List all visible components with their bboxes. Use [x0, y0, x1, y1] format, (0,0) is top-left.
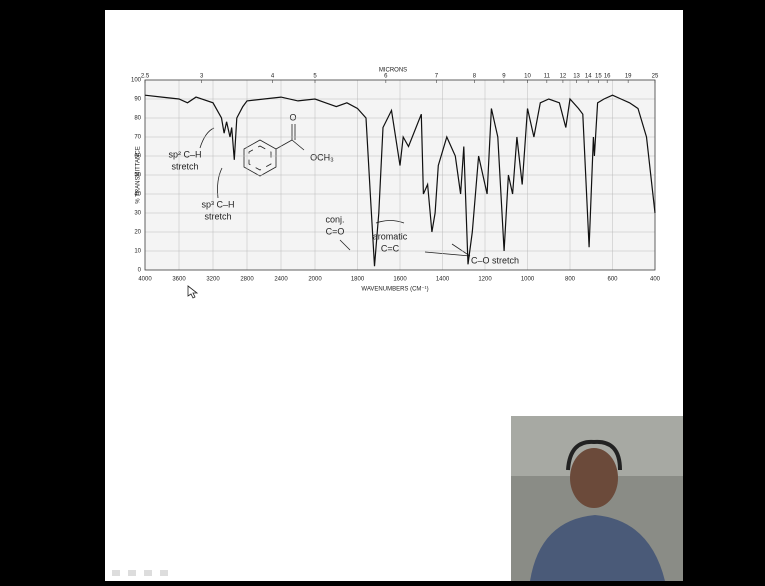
screen: MICRONS WAVENUMBERS (CM⁻¹) % TRANSMITTAN…: [0, 0, 765, 581]
x2-tick-label: 25: [652, 74, 659, 80]
y-tick-label: 60: [134, 154, 141, 160]
annotation: C–O stretch: [471, 255, 519, 265]
tool-icon[interactable]: [144, 570, 152, 576]
x-tick-label: 1400: [436, 277, 450, 283]
x-tick-label: 2000: [308, 277, 322, 283]
x-tick-label: 3600: [172, 277, 186, 283]
structure-label: OCH₃: [310, 152, 334, 162]
x2-tick-label: 16: [604, 74, 611, 80]
x2-label: MICRONS: [379, 68, 407, 74]
annotation: sp² C–H: [168, 149, 201, 159]
y-tick-label: 10: [134, 249, 141, 255]
y-tick-label: 40: [134, 192, 141, 198]
x-tick-label: 1600: [393, 277, 407, 283]
x-tick-label: 4000: [138, 277, 152, 283]
x-tick-label: 1000: [521, 277, 535, 283]
x-label: WAVENUMBERS (CM⁻¹): [361, 287, 428, 293]
annotation: aromatic: [373, 231, 408, 241]
x-tick-label: 1200: [478, 277, 492, 283]
x2-tick-label: 11: [544, 74, 551, 80]
y-tick-label: 70: [134, 135, 141, 141]
annotation: C=C: [381, 243, 400, 253]
x-tick-label: 800: [565, 277, 576, 283]
annotation: stretch: [171, 161, 198, 171]
x2-tick-label: 10: [524, 74, 531, 80]
tool-icon[interactable]: [112, 570, 120, 576]
y-tick-label: 30: [134, 211, 141, 217]
x2-tick-label: 12: [560, 74, 567, 80]
face: [570, 448, 618, 508]
structure-label: O: [289, 112, 296, 122]
tool-icon[interactable]: [160, 570, 168, 576]
y-tick-label: 80: [134, 116, 141, 122]
annotation: stretch: [204, 211, 231, 221]
y-tick-label: 90: [134, 97, 141, 103]
tool-icon[interactable]: [128, 570, 136, 576]
x2-tick-label: 19: [625, 74, 632, 80]
x2-tick-label: 15: [595, 74, 602, 80]
x2-tick-label: 13: [573, 74, 580, 80]
x-tick-label: 3200: [206, 277, 220, 283]
x-tick-label: 2400: [274, 277, 288, 283]
annotation: sp³ C–H: [201, 199, 234, 209]
x-tick-label: 1800: [351, 277, 365, 283]
x2-tick-label: 2.5: [141, 74, 150, 80]
x-tick-label: 400: [650, 277, 661, 283]
y-tick-label: 20: [134, 230, 141, 236]
x-tick-label: 600: [607, 277, 618, 283]
annotation: conj.: [325, 214, 344, 224]
webcam: [511, 416, 683, 581]
x2-tick-label: 14: [585, 74, 592, 80]
annotation: C=O: [326, 226, 345, 236]
y-tick-label: 50: [134, 173, 141, 179]
x-tick-label: 2800: [240, 277, 254, 283]
